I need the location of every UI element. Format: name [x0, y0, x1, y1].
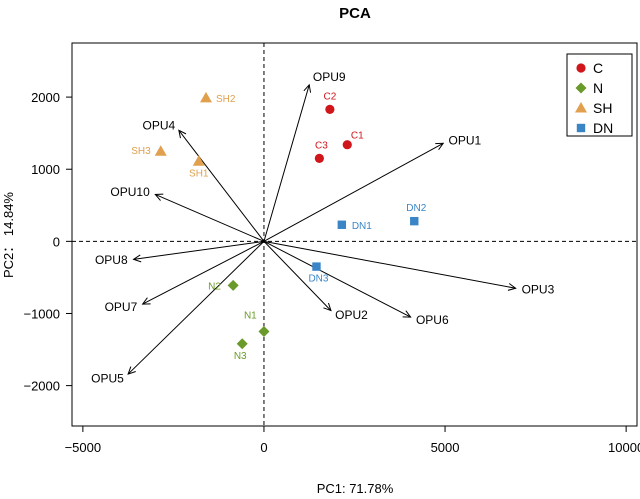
- loading-label: OPU10: [110, 185, 150, 199]
- arrow-shaft: [127, 240, 265, 375]
- loading-arrow-opu7: OPU7: [105, 240, 265, 314]
- loading-arrow-opu6: OPU6: [263, 240, 449, 327]
- point-label-dn2: DN2: [406, 203, 426, 214]
- series-c: C1 C2 C3: [314, 91, 364, 164]
- y-tick-label: −1000: [23, 306, 60, 321]
- series-sh: SH1 SH2 SH3: [131, 91, 236, 179]
- point-label-dn1: DN1: [352, 221, 372, 232]
- sample-points: C1 C2 C3 N1 N2 N3 SH1 SH2 SH3 DN1 DN2 DN3: [131, 91, 426, 361]
- series-n: N1 N2 N3: [208, 279, 270, 362]
- loading-arrows: OPU1 OPU2 OPU3 OPU4 OPU5 OPU6 OPU7 OPU8 OPU9 OPU1…: [91, 70, 554, 385]
- arrow-head: [132, 254, 142, 263]
- legend-label-c: C: [593, 60, 603, 76]
- loading-label: OPU7: [105, 300, 138, 314]
- arrow-head: [127, 366, 136, 375]
- legend: CN SH DN: [566, 53, 633, 137]
- point-sh3: [154, 145, 167, 156]
- point-n1: [258, 326, 270, 338]
- loading-label: OPU5: [91, 371, 124, 385]
- loading-label: OPU9: [313, 70, 346, 84]
- point-label-n2: N2: [208, 281, 221, 292]
- arrow-shaft: [263, 241, 332, 311]
- point-c2: [325, 104, 335, 114]
- legend-marker-sh: [575, 102, 587, 113]
- series-dn: DN1 DN2 DN3: [308, 203, 426, 284]
- legend-label-dn: DN: [593, 120, 613, 136]
- arrow-shaft: [155, 194, 265, 242]
- arrow-head: [323, 302, 332, 312]
- point-dn3: [312, 262, 321, 271]
- point-dn1: [337, 220, 347, 229]
- point-label-sh1: SH1: [189, 168, 209, 179]
- chart-title: PCA: [339, 5, 371, 22]
- reference-lines: [72, 43, 637, 426]
- arrow-shaft: [178, 129, 265, 242]
- y-tick-label: 0: [53, 234, 60, 249]
- x-tick-label: 0: [260, 440, 267, 455]
- arrow-shaft: [133, 240, 265, 260]
- x-axis-title: PC1: 71.78%: [317, 481, 394, 496]
- arrow-shaft: [263, 240, 516, 289]
- loading-label: OPU8: [95, 253, 128, 267]
- loading-arrow-opu9: OPU9: [263, 70, 346, 242]
- arrow-head: [402, 310, 412, 318]
- loading-label: OPU6: [416, 313, 449, 327]
- point-n2: [227, 279, 239, 291]
- loading-arrow-opu10: OPU10: [110, 185, 265, 242]
- legend-marker-dn: [576, 123, 586, 133]
- loading-label: OPU1: [448, 133, 481, 147]
- arrow-head: [303, 83, 312, 93]
- arrow-shaft: [263, 240, 411, 318]
- point-sh1: [192, 155, 205, 166]
- y-tick-label: 2000: [31, 90, 60, 105]
- plot-border: [71, 42, 638, 427]
- loading-label: OPU4: [143, 119, 176, 133]
- point-sh2: [200, 91, 213, 103]
- loading-label: OPU3: [522, 282, 555, 296]
- arrow-shaft: [142, 240, 265, 305]
- point-dn2: [410, 216, 419, 226]
- loading-arrow-opu3: OPU3: [263, 240, 555, 296]
- arrow-shaft: [263, 84, 310, 242]
- point-label-c1: C1: [351, 131, 364, 142]
- legend-label-sh: SH: [593, 100, 612, 116]
- loading-label: OPU2: [335, 308, 368, 322]
- arrow-head: [141, 297, 151, 305]
- arrow-head: [178, 129, 187, 139]
- loading-arrow-opu8: OPU8: [95, 240, 265, 267]
- legend-marker-c: [576, 63, 586, 73]
- point-label-c2: C2: [323, 91, 336, 102]
- loading-arrow-opu5: OPU5: [91, 240, 265, 385]
- arrow-head: [507, 283, 517, 291]
- legend-label-n: N: [593, 80, 603, 96]
- point-n3: [236, 338, 248, 350]
- arrow-head: [435, 142, 445, 151]
- point-label-c3: C3: [315, 140, 328, 151]
- legend-marker-n: [575, 82, 587, 94]
- point-c3: [314, 153, 324, 164]
- arrow-shaft: [263, 142, 444, 242]
- point-c1: [342, 140, 352, 150]
- loading-arrow-opu4: OPU4: [143, 119, 265, 242]
- point-label-dn3: DN3: [308, 274, 328, 285]
- x-tick-label: −5000: [65, 440, 102, 455]
- point-label-n3: N3: [234, 351, 247, 362]
- y-tick-label: −2000: [23, 379, 60, 394]
- x-tick-label: 5000: [431, 440, 460, 455]
- loading-arrow-opu2: OPU2: [263, 241, 368, 322]
- point-label-n1: N1: [244, 311, 257, 322]
- point-label-sh2: SH2: [216, 94, 236, 105]
- loading-arrow-opu1: OPU1: [263, 133, 482, 242]
- y-tick-label: 1000: [31, 162, 60, 177]
- point-label-sh3: SH3: [131, 146, 151, 157]
- y-axis-title: PC2： 14.84%: [1, 192, 16, 278]
- arrow-head: [154, 193, 164, 201]
